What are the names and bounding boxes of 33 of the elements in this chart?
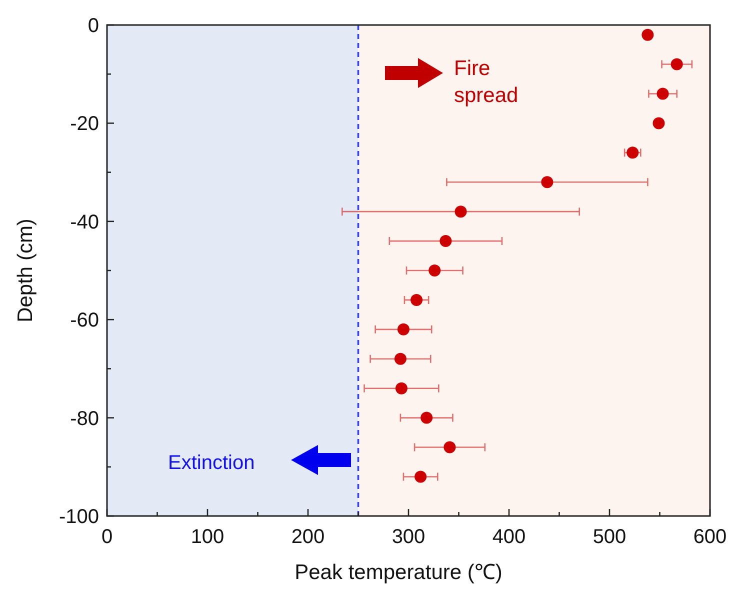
point — [670, 58, 683, 70]
y-tick-label: -60 — [70, 310, 99, 332]
point — [444, 441, 456, 454]
x-tick-label: 600 — [693, 526, 727, 548]
x-tick-label: 500 — [592, 526, 626, 548]
point — [420, 412, 433, 424]
x-tick-label: 400 — [492, 526, 526, 548]
point — [642, 28, 654, 41]
point — [656, 88, 669, 100]
annotation: Fire spread — [454, 57, 518, 107]
y-tick-label: 0 — [88, 15, 99, 37]
point — [626, 146, 639, 159]
point — [440, 235, 452, 248]
x-tick-label: 200 — [291, 526, 325, 548]
y-tick-label: -40 — [70, 211, 99, 234]
x-tick-label: 0 — [101, 526, 113, 548]
y-tick-label: -80 — [70, 408, 99, 430]
point — [428, 264, 441, 276]
y-tick-label: -20 — [70, 113, 99, 136]
point — [652, 117, 665, 130]
point — [541, 176, 554, 188]
y-axis-title: Depth (cm) — [14, 218, 37, 322]
x-axis-title: Peak temperature (℃) — [294, 561, 502, 584]
point — [397, 323, 410, 336]
y-tick-label: -100 — [58, 506, 99, 528]
x-tick-label: 100 — [190, 526, 224, 548]
point — [410, 294, 423, 306]
annotation: Extinction — [168, 452, 255, 474]
point — [394, 352, 406, 365]
point — [395, 382, 408, 394]
x-tick-label: 300 — [392, 526, 426, 548]
point — [414, 470, 427, 483]
point — [454, 206, 467, 218]
